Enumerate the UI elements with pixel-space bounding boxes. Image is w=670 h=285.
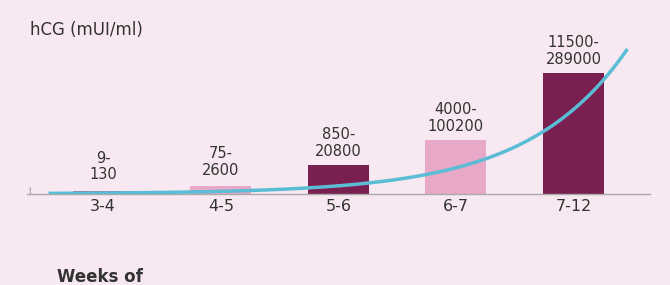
Bar bbox=[425, 140, 486, 194]
Text: 9-
130: 9- 130 bbox=[89, 150, 117, 182]
Bar bbox=[543, 73, 604, 194]
Bar bbox=[72, 191, 134, 194]
Text: hCG (mUI/ml): hCG (mUI/ml) bbox=[30, 21, 143, 39]
Text: 4000-
100200: 4000- 100200 bbox=[428, 102, 484, 134]
Text: Weeks of
gestation: Weeks of gestation bbox=[57, 268, 146, 285]
Bar bbox=[308, 165, 369, 194]
Bar bbox=[190, 186, 251, 194]
Text: 75-
2600: 75- 2600 bbox=[202, 146, 239, 178]
Text: 11500-
289000: 11500- 289000 bbox=[545, 35, 602, 67]
Text: 850-
20800: 850- 20800 bbox=[315, 127, 362, 159]
